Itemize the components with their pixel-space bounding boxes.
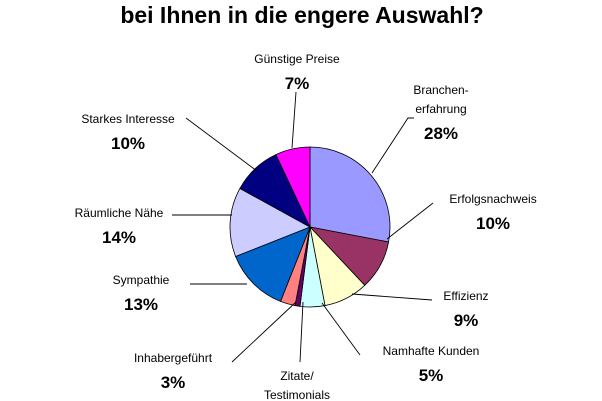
slice-category-label: Branchen- xyxy=(413,83,468,97)
slice-category-label: Zitate/ xyxy=(280,369,314,383)
slice-category-label: Günstige Preise xyxy=(254,52,340,66)
slice-label: Inhabergeführt 3% xyxy=(134,351,213,392)
pie-slice xyxy=(235,226,311,302)
slice-label: Branchen-erfahrung 28% xyxy=(413,83,468,143)
leader-line xyxy=(371,117,414,174)
slice-label: Erfolgsnachweis 10% xyxy=(449,192,536,233)
slice-category-label: Namhafte Kunden xyxy=(383,344,480,358)
leader-line xyxy=(386,202,434,240)
chart-title: bei Ihnen in die engere Auswahl? xyxy=(120,2,483,28)
slice-percent-label: 14% xyxy=(102,228,136,247)
slice-category-label: Inhabergeführt xyxy=(134,351,213,365)
slice-percent-label: 10% xyxy=(476,214,510,233)
leader-line xyxy=(299,301,304,363)
slice-category-label: Testimonials xyxy=(264,388,330,401)
leader-line xyxy=(321,302,361,356)
slice-percent-label: 5% xyxy=(419,366,444,385)
leader-line xyxy=(231,301,297,363)
slice-label: Günstige Preise 7% xyxy=(254,52,340,93)
leader-line xyxy=(291,91,297,149)
slice-category-label: erfahrung xyxy=(415,102,466,116)
slice-percent-label: 9% xyxy=(454,311,479,330)
slice-category-label: Sympathie xyxy=(113,273,170,287)
chart-title-line: bei Ihnen in die engere Auswahl? xyxy=(120,2,483,28)
slice-category-label: Erfolgsnachweis xyxy=(449,192,536,206)
slice-category-label: Starkes Interesse xyxy=(81,112,175,126)
slice-percent-label: 10% xyxy=(111,134,145,153)
slice-label: Namhafte Kunden 5% xyxy=(383,344,480,385)
pie-slice xyxy=(275,146,311,228)
slice-label: Zitate/Testimonials xyxy=(264,369,330,401)
slice-labels: Branchen-erfahrung28%Erfolgsnachweis10%E… xyxy=(75,52,537,401)
slice-percent-label: 7% xyxy=(285,74,310,93)
slice-percent-label: 28% xyxy=(424,124,458,143)
slice-percent-label: 3% xyxy=(161,373,186,392)
slice-label: Effizienz 9% xyxy=(443,289,488,330)
leader-lines xyxy=(172,91,434,363)
slice-category-label: Räumliche Nähe xyxy=(75,206,164,220)
slice-label: Sympathie 13% xyxy=(113,273,170,314)
slice-percent-label: 13% xyxy=(124,295,158,314)
leader-line xyxy=(351,293,433,301)
slice-label: Starkes Interesse 10% xyxy=(81,112,175,153)
slice-category-label: Effizienz xyxy=(443,289,488,303)
leader-line xyxy=(185,117,258,172)
pie-slices xyxy=(229,146,391,308)
pie-slice xyxy=(309,146,391,243)
slice-label: Räumliche Nähe 14% xyxy=(75,206,164,247)
pie-slice xyxy=(229,187,311,257)
